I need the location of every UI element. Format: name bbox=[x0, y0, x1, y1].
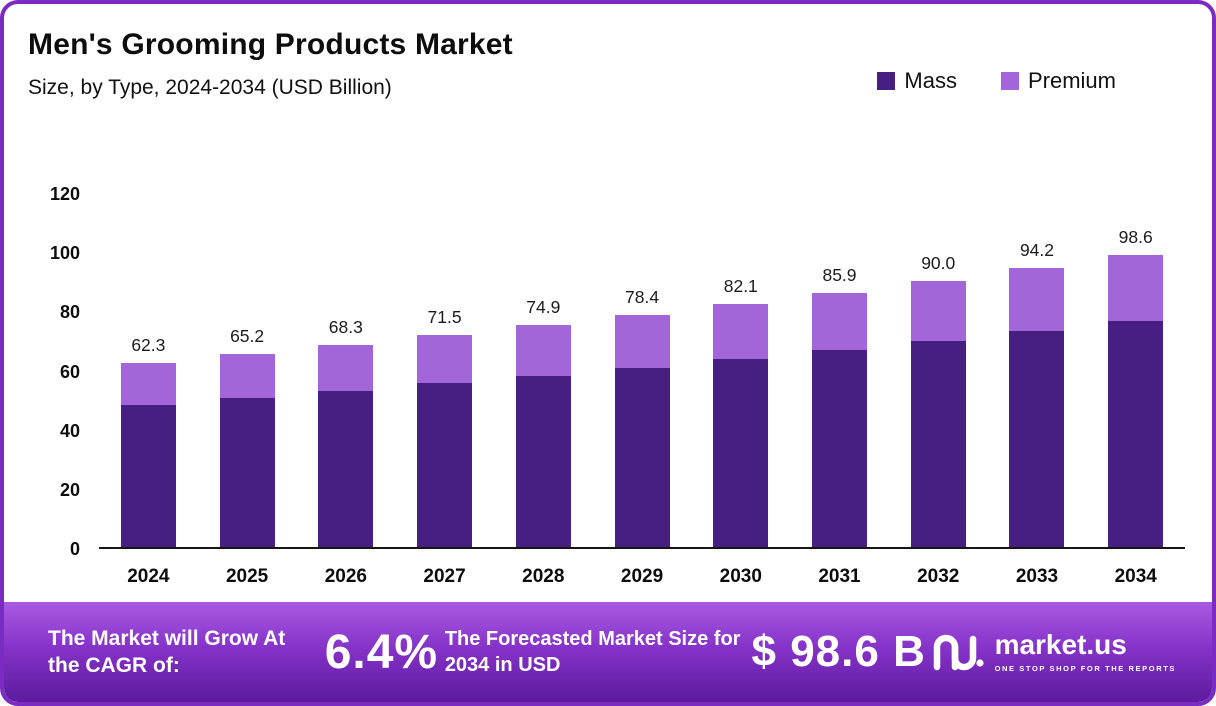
premium-segment[interactable] bbox=[515, 325, 571, 376]
premium-segment[interactable] bbox=[910, 280, 966, 342]
marketus-logo-icon bbox=[933, 629, 985, 676]
cagr-value: 6.4% bbox=[324, 625, 439, 679]
bar-total-label: 90.0 bbox=[921, 252, 956, 273]
forecast-label: The Forecasted Market Size for 2034 in U… bbox=[444, 628, 741, 676]
y-axis: 0 20 40 60 80 100 120 bbox=[18, 184, 80, 559]
legend-item-mass: Mass bbox=[877, 68, 957, 94]
bar-stack[interactable] bbox=[417, 335, 473, 547]
x-axis-label: 2030 bbox=[719, 566, 762, 587]
x-axis-label: 2028 bbox=[522, 566, 565, 587]
premium-segment[interactable] bbox=[812, 292, 867, 351]
bar-stack[interactable] bbox=[515, 325, 571, 547]
bar-group-2030: 82.1 bbox=[691, 276, 790, 547]
mass-segment[interactable] bbox=[812, 350, 867, 547]
bar-total-label: 68.3 bbox=[328, 316, 363, 337]
page-title: Men's Grooming Products Market bbox=[28, 28, 513, 61]
y-axis-tick: 120 bbox=[49, 184, 80, 204]
legend-item-premium: Premium bbox=[1000, 68, 1116, 94]
x-axis-label: 2024 bbox=[127, 566, 170, 587]
bar-series: 62.3 65.2 68.3 71.5 74.9 78.4 82.1 85.9 90.0 94.2… bbox=[99, 194, 1185, 547]
legend-swatch-icon bbox=[1000, 72, 1019, 90]
footer-banner: The Market will Grow At the CAGR of: 6.4… bbox=[4, 602, 1212, 702]
bar-group-2033: 94.2 bbox=[988, 240, 1087, 547]
premium-segment[interactable] bbox=[1009, 268, 1065, 332]
page-subtitle: Size, by Type, 2024-2034 (USD Billion) bbox=[28, 76, 392, 99]
premium-segment[interactable] bbox=[614, 315, 670, 368]
bar-group-2024: 62.3 bbox=[99, 335, 198, 547]
x-axis-label: 2029 bbox=[620, 566, 664, 587]
bar-stack[interactable] bbox=[812, 292, 867, 547]
x-axis-label: 2033 bbox=[1015, 566, 1059, 587]
bar-group-2029: 78.4 bbox=[593, 287, 692, 547]
mass-segment[interactable] bbox=[515, 375, 571, 547]
mass-segment[interactable] bbox=[120, 405, 176, 547]
legend-label: Mass bbox=[904, 68, 957, 93]
bar-stack[interactable] bbox=[910, 280, 966, 547]
premium-segment[interactable] bbox=[120, 362, 176, 405]
bar-total-label: 78.4 bbox=[625, 287, 660, 308]
cagr-label: The Market will Grow At the CAGR of: bbox=[48, 626, 286, 677]
premium-segment[interactable] bbox=[219, 354, 275, 398]
bar-stack[interactable] bbox=[120, 362, 176, 547]
plot-area: 62.3 65.2 68.3 71.5 74.9 78.4 82.1 85.9 90.0 94.2… bbox=[99, 194, 1185, 549]
bar-stack[interactable] bbox=[713, 304, 769, 547]
x-axis: 2024 2025 2026 2027 2028 2029 2030 2031 2032 2033… bbox=[99, 566, 1185, 588]
brand-tagline: ONE STOP SHOP FOR THE REPORTS bbox=[994, 664, 1176, 673]
x-axis-label: 2031 bbox=[818, 566, 861, 587]
brand-name: market.us bbox=[994, 629, 1127, 660]
mass-segment[interactable] bbox=[910, 341, 966, 547]
x-axis-label: 2026 bbox=[324, 566, 367, 587]
y-axis-tick: 80 bbox=[59, 302, 80, 323]
bar-total-label: 82.1 bbox=[723, 276, 758, 297]
x-axis-label: 2034 bbox=[1114, 566, 1157, 587]
y-axis-tick: 0 bbox=[69, 539, 80, 559]
forecast-value: $ 98.6 B bbox=[751, 627, 926, 676]
bar-group-2032: 90.0 bbox=[889, 253, 988, 547]
bar-total-label: 65.2 bbox=[230, 326, 265, 347]
bar-group-2026: 68.3 bbox=[296, 317, 395, 547]
premium-segment[interactable] bbox=[318, 344, 374, 391]
header: Men's Grooming Products Market Size, by … bbox=[28, 28, 513, 100]
y-axis-tick: 40 bbox=[59, 420, 80, 441]
mass-segment[interactable] bbox=[713, 359, 769, 547]
legend-swatch-icon bbox=[877, 72, 896, 90]
bar-total-label: 85.9 bbox=[822, 264, 857, 285]
y-axis-tick: 60 bbox=[59, 361, 80, 382]
chart-legend: Mass Premium bbox=[877, 68, 1116, 94]
bar-stack[interactable] bbox=[614, 315, 670, 547]
x-axis-label: 2027 bbox=[423, 566, 466, 587]
bar-total-label: 98.6 bbox=[1118, 227, 1153, 248]
bar-stack[interactable] bbox=[318, 344, 374, 547]
bar-group-2027: 71.5 bbox=[395, 307, 494, 547]
mass-segment[interactable] bbox=[1108, 321, 1164, 547]
x-axis-label: 2032 bbox=[917, 566, 960, 587]
bar-total-label: 94.2 bbox=[1019, 240, 1054, 261]
premium-segment[interactable] bbox=[417, 335, 473, 384]
y-axis-tick: 20 bbox=[59, 479, 80, 500]
bar-group-2028: 74.9 bbox=[494, 297, 593, 547]
bar-group-2031: 85.9 bbox=[790, 265, 889, 547]
premium-segment[interactable] bbox=[713, 304, 769, 360]
bar-stack[interactable] bbox=[1009, 268, 1065, 547]
bar-group-2025: 65.2 bbox=[198, 326, 297, 547]
x-axis-label: 2025 bbox=[225, 566, 269, 587]
mass-segment[interactable] bbox=[1009, 331, 1065, 547]
brand: market.us ONE STOP SHOP FOR THE REPORTS bbox=[933, 629, 1176, 676]
mass-segment[interactable] bbox=[417, 383, 473, 547]
brand-text: market.us ONE STOP SHOP FOR THE REPORTS bbox=[994, 629, 1176, 674]
mass-segment[interactable] bbox=[318, 390, 374, 547]
bar-stack[interactable] bbox=[219, 354, 275, 547]
bar-stack[interactable] bbox=[1108, 255, 1164, 547]
premium-segment[interactable] bbox=[1108, 255, 1164, 322]
y-axis-tick: 100 bbox=[49, 243, 80, 264]
bar-total-label: 74.9 bbox=[526, 297, 561, 318]
mass-segment[interactable] bbox=[219, 397, 275, 547]
legend-label: Premium bbox=[1027, 68, 1116, 93]
bar-group-2034: 98.6 bbox=[1086, 227, 1185, 547]
bar-total-label: 62.3 bbox=[131, 334, 166, 355]
mass-segment[interactable] bbox=[614, 367, 670, 547]
bar-total-label: 71.5 bbox=[427, 307, 462, 328]
